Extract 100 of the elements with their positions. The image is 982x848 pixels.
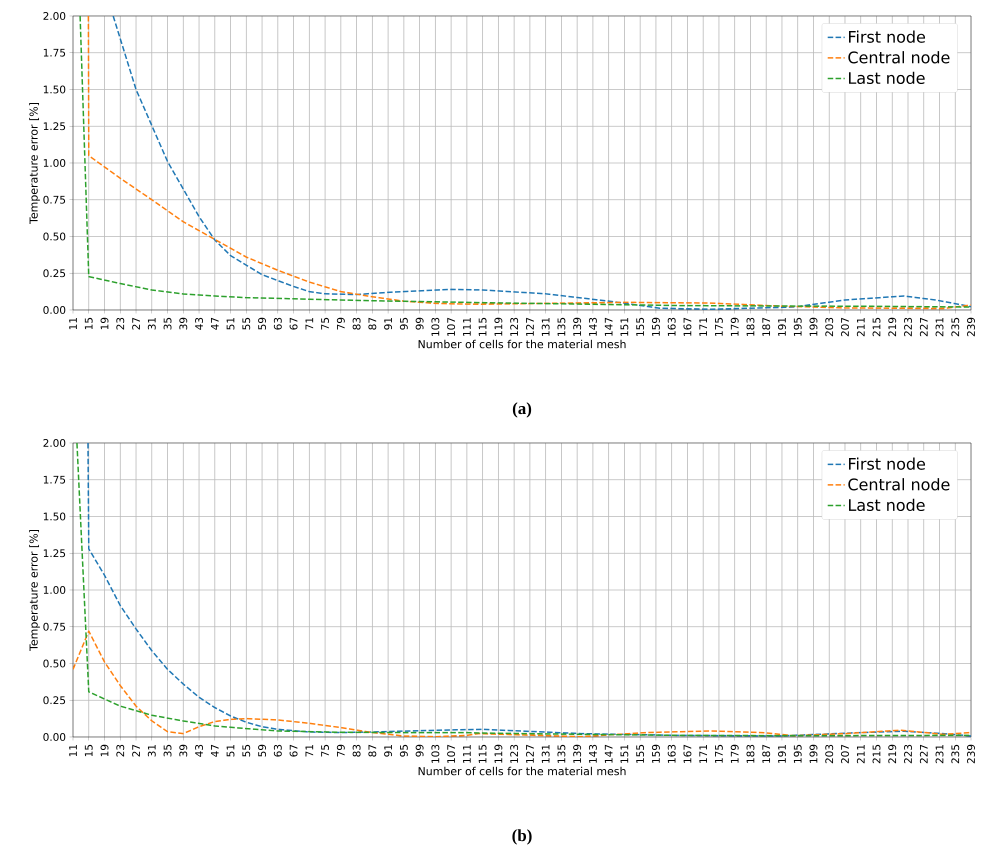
x-tick-label: 159 <box>652 744 660 763</box>
x-tick-label: 75 <box>321 318 329 330</box>
x-tick-label: 131 <box>542 318 550 336</box>
x-tick-label: 123 <box>510 744 518 763</box>
x-tick-label: 219 <box>888 744 896 764</box>
x-tick-label: 19 <box>100 744 108 756</box>
x-tick-label: 11 <box>69 318 77 330</box>
y-tick-label: 1.00 <box>44 159 66 167</box>
x-tick-label: 239 <box>967 318 975 336</box>
y-axis-title: Temperature error [%] <box>29 530 40 651</box>
x-tick-label: 163 <box>668 744 676 763</box>
x-tick-label: 67 <box>290 318 298 330</box>
x-tick-label: 147 <box>604 744 612 763</box>
x-tick-label: 115 <box>478 318 487 336</box>
x-tick-label: 207 <box>841 744 849 764</box>
x-tick-label: 191 <box>778 744 786 763</box>
x-tick-label: 211 <box>856 318 865 336</box>
x-tick-label: 223 <box>904 318 912 336</box>
x-tick-label: 187 <box>762 744 770 763</box>
x-tick-label: 167 <box>683 744 692 763</box>
x-tick-label: 119 <box>494 318 502 336</box>
x-tick-label: 191 <box>778 318 786 336</box>
y-tick-label: 2.00 <box>43 12 66 20</box>
x-tick-label: 231 <box>936 744 944 764</box>
x-tick-label: 139 <box>573 744 582 763</box>
x-tick-label: 223 <box>904 744 912 764</box>
x-tick-label: 71 <box>306 744 314 756</box>
x-tick-label: 71 <box>306 318 314 330</box>
y-axis-title: Temperature error [%] <box>29 103 40 224</box>
x-tick-label: 235 <box>951 744 960 764</box>
x-tick-label: 103 <box>431 318 440 336</box>
x-tick-label: 227 <box>920 744 928 764</box>
x-tick-label: 211 <box>856 744 865 764</box>
x-tick-label: 135 <box>557 318 566 336</box>
x-tick-label: 83 <box>352 318 361 330</box>
x-tick-label: 135 <box>557 744 566 763</box>
y-tick-label: 0.75 <box>43 622 66 631</box>
legend-label: Central node <box>848 51 950 64</box>
x-tick-label: 31 <box>148 744 156 757</box>
x-tick-label: 11 <box>69 744 77 756</box>
x-tick-label: 15 <box>84 318 93 330</box>
x-tick-label: 127 <box>526 318 534 336</box>
y-tick-label: 1.50 <box>44 86 66 94</box>
x-tick-label: 195 <box>794 744 802 763</box>
x-tick-label: 67 <box>290 744 298 757</box>
x-tick-label: 179 <box>730 318 739 336</box>
x-tick-label: 99 <box>416 744 424 757</box>
x-tick-label: 95 <box>400 744 408 757</box>
x-tick-label: 59 <box>258 318 266 330</box>
x-tick-label: 203 <box>825 318 834 336</box>
y-tick-label: 1.00 <box>44 586 66 594</box>
x-tick-label: 235 <box>951 318 960 336</box>
x-tick-label: 183 <box>746 744 754 763</box>
x-tick-label: 63 <box>274 318 282 330</box>
x-tick-label: 143 <box>588 744 597 763</box>
legend-label: First node <box>849 458 926 470</box>
x-tick-label: 163 <box>668 318 676 336</box>
x-tick-label: 215 <box>872 318 880 336</box>
x-tick-label: 55 <box>242 744 250 757</box>
x-axis-title: Number of cells for the material mesh <box>418 766 626 776</box>
x-tick-label: 219 <box>888 318 896 336</box>
x-tick-label: 111 <box>463 318 471 336</box>
x-axis-title: Number of cells for the material mesh <box>418 340 626 348</box>
x-tick-label: 31 <box>148 318 156 330</box>
x-tick-label: 111 <box>463 744 471 763</box>
x-tick-label: 15 <box>84 744 93 756</box>
x-tick-label: 27 <box>132 318 140 330</box>
x-tick-label: 35 <box>164 318 172 330</box>
x-tick-label: 199 <box>810 318 818 336</box>
x-tick-label: 115 <box>478 744 487 763</box>
x-tick-label: 171 <box>699 318 707 336</box>
x-tick-label: 55 <box>242 318 250 330</box>
x-tick-label: 227 <box>920 318 928 336</box>
x-tick-label: 127 <box>526 744 534 763</box>
x-tick-label: 95 <box>400 318 408 330</box>
x-tick-label: 79 <box>336 744 345 756</box>
legend-label: First node <box>849 30 926 43</box>
x-tick-label: 27 <box>132 744 140 757</box>
x-tick-label: 119 <box>494 744 502 763</box>
y-tick-label: 2.00 <box>43 439 66 447</box>
x-tick-label: 215 <box>872 744 880 764</box>
x-tick-label: 83 <box>352 744 361 757</box>
x-tick-label: 155 <box>636 744 644 763</box>
x-tick-label: 155 <box>636 318 644 336</box>
legend-label: Last node <box>849 72 925 84</box>
y-tick-label: 0.00 <box>43 306 66 314</box>
line-series <box>73 630 972 737</box>
text: (b) <box>512 829 532 845</box>
x-tick-label: 63 <box>274 744 282 757</box>
y-tick-label: 0.00 <box>43 733 66 741</box>
x-tick-label: 151 <box>620 744 628 763</box>
x-tick-label: 239 <box>967 744 975 764</box>
x-tick-label: 107 <box>447 318 456 336</box>
y-tick-label: 1.75 <box>44 48 66 57</box>
x-tick-label: 175 <box>715 318 723 336</box>
x-tick-label: 199 <box>810 744 818 763</box>
x-tick-label: 43 <box>195 744 203 757</box>
x-tick-label: 39 <box>179 744 188 757</box>
x-tick-label: 103 <box>431 744 440 763</box>
y-tick-label: 0.25 <box>43 269 66 278</box>
